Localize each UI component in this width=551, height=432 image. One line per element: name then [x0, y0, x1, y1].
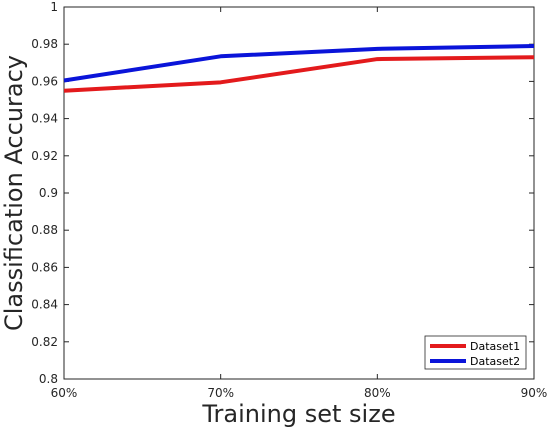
series-line-dataset2: [63, 44, 535, 83]
y-tick-label: 0.9: [39, 186, 58, 200]
y-tick-label: 0.86: [31, 260, 58, 274]
y-axis-ticks: 0.8 0.82 0.84 0.86 0.88 0.9 0.92 0.94 0.96 0.98 1: [31, 0, 534, 386]
y-tick-label: 0.84: [31, 298, 58, 312]
x-tick-label: 90%: [521, 386, 548, 400]
series-lines: [63, 44, 535, 93]
y-tick-label: 0.82: [31, 335, 58, 349]
y-tick-label: 1: [50, 0, 58, 14]
legend-label: Dataset2: [470, 355, 520, 368]
plot-area: [63, 6, 535, 380]
y-tick-label: 0.94: [31, 112, 58, 126]
x-tick-label: 60%: [51, 386, 78, 400]
legend-label: Dataset1: [470, 340, 520, 353]
y-tick-label: 0.8: [39, 372, 58, 386]
x-tick-label: 70%: [207, 386, 234, 400]
y-axis-title: Classification Accuracy: [0, 55, 28, 331]
y-tick-label: 0.98: [31, 37, 58, 51]
x-axis-title: Training set size: [201, 400, 395, 428]
legend-box: [424, 335, 527, 370]
y-tick-label: 0.92: [31, 149, 58, 163]
series-line-dataset1: [63, 55, 535, 93]
y-tick-label: 0.96: [31, 74, 58, 88]
legend: Dataset1 Dataset2: [424, 335, 527, 370]
x-tick-label: 80%: [364, 386, 391, 400]
y-tick-label: 0.88: [31, 223, 58, 237]
x-axis-ticks: 60% 70% 80% 90%: [51, 7, 548, 400]
